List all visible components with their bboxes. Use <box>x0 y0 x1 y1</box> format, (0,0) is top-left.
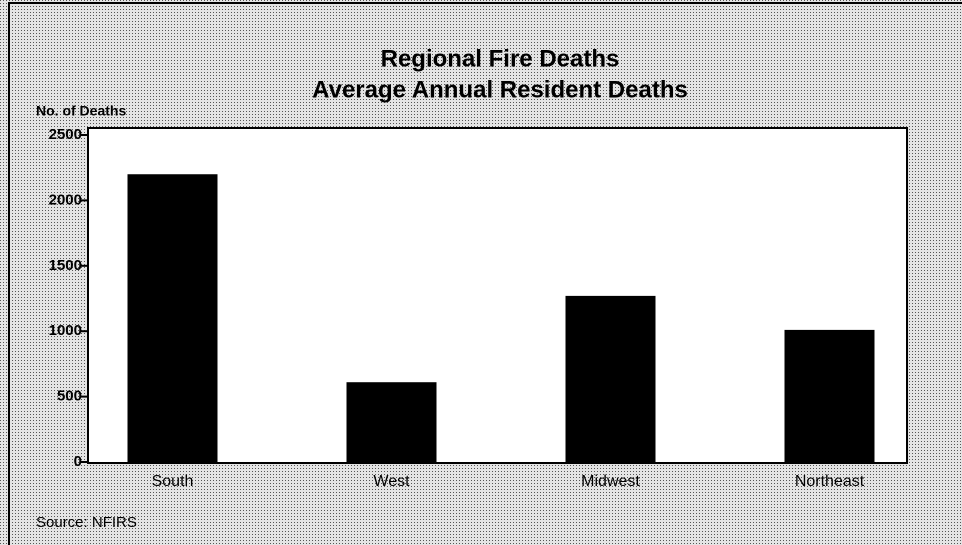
chart-title: Regional Fire Deaths <box>381 45 620 72</box>
frame <box>8 2 962 545</box>
bar <box>127 174 218 463</box>
x-tick-label: Midwest <box>581 473 640 490</box>
x-tick-label: West <box>373 473 410 490</box>
bar <box>346 382 437 462</box>
plot-area <box>87 127 908 464</box>
x-tick-label: Northeast <box>795 473 865 490</box>
chart-subtitle: Average Annual Resident Deaths <box>312 76 688 103</box>
y-tick-label: 2500 <box>49 126 82 143</box>
annotation: Source: NFIRS <box>36 514 137 531</box>
y-tick-label: 1500 <box>49 257 82 274</box>
y-tick-label: 2000 <box>49 191 82 208</box>
y-tick-label: 0 <box>74 453 82 470</box>
bar <box>565 295 656 462</box>
y-tick-label: 500 <box>57 388 82 405</box>
y-axis-label: No. of Deaths <box>36 103 126 119</box>
x-tick-label: South <box>152 473 194 490</box>
bar <box>784 329 875 462</box>
y-tick-label: 1000 <box>49 322 82 339</box>
